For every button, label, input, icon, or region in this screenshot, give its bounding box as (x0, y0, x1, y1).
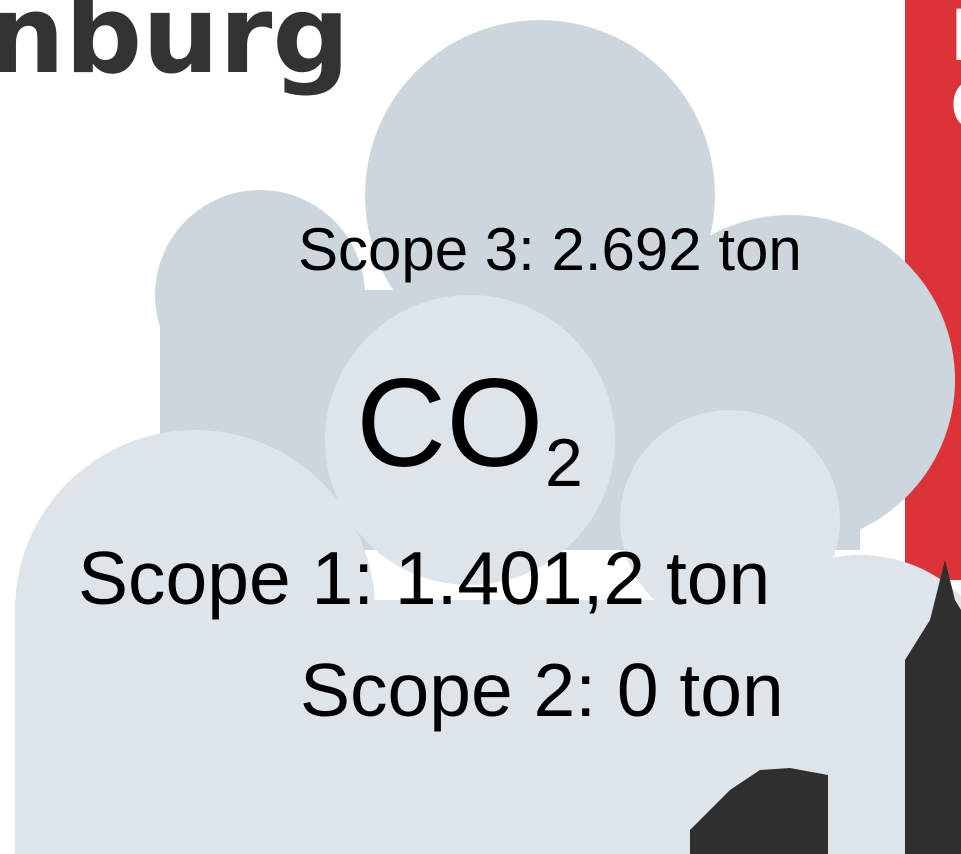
scope3: Scope 3: 2.692 ton (298, 216, 802, 283)
heading: nburg (0, 0, 350, 98)
co2-formula: CO (356, 354, 544, 493)
co2-subscript: 2 (545, 425, 583, 501)
page: I C nburg Scope 3: 2.692 ton CO 2 Scope … (0, 0, 961, 854)
scope1: Scope 1: 1.401,2 ton (78, 536, 770, 620)
side-panel-line: C (950, 65, 961, 147)
scope2: Scope 2: 0 ton (300, 648, 784, 732)
